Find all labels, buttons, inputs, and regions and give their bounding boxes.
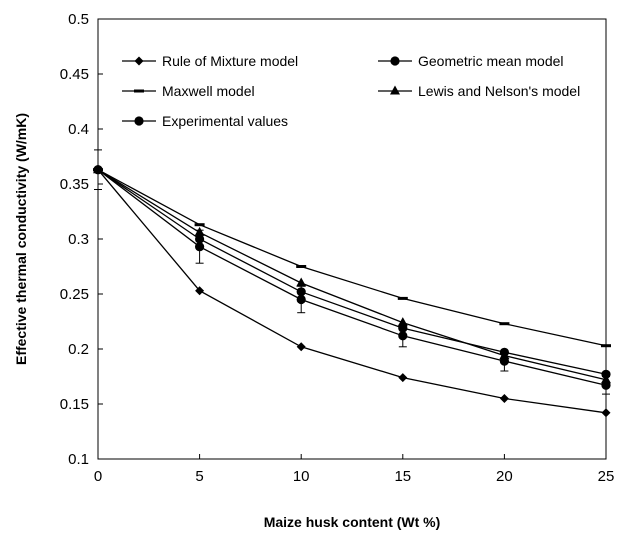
- x-axis-title: Maize husk content (Wt %): [264, 514, 441, 530]
- x-tick-label: 20: [496, 468, 513, 485]
- x-tick-label: 5: [195, 468, 203, 485]
- legend: Rule of Mixture model Geometric mean mode…: [122, 53, 580, 129]
- y-tick-label: 0.45: [60, 66, 89, 83]
- maxwell-model-point: [296, 265, 307, 268]
- legend-item-experimental-values: Experimental values: [122, 113, 288, 129]
- rule-of-mixture-model-point: [398, 373, 408, 383]
- experimental-values-point: [601, 380, 611, 390]
- legend-label: Geometric mean model: [418, 53, 564, 69]
- y-tick-label: 0.35: [60, 176, 89, 193]
- series-rule-of-mixture-model: [93, 165, 611, 418]
- legend-swatch-marker: [390, 56, 400, 66]
- legend-swatch-marker: [134, 116, 144, 126]
- lewis-and-nelson-s-model-point: [397, 317, 408, 327]
- x-tick-label: 10: [293, 468, 310, 485]
- lewis-and-nelson-s-model-line: [97, 169, 607, 381]
- series-experimental-values: [93, 149, 611, 395]
- series-maxwell-model: [93, 168, 611, 348]
- rule-of-mixture-model-point: [601, 408, 611, 418]
- y-axis-ticks: 0.1 0.15 0.2 0.25 0.3 0.35 0.4 0.45 0.5: [60, 11, 103, 468]
- y-tick-label: 0.25: [60, 286, 89, 303]
- maxwell-model-point: [194, 223, 205, 227]
- experimental-values-point: [499, 356, 509, 366]
- x-tick-label: 25: [598, 468, 615, 485]
- series-lewis-and-nelson-s-model: [93, 164, 611, 384]
- series-layer: [93, 149, 611, 418]
- legend-item-rule-of-mixture-model: Rule of Mixture model: [122, 53, 298, 69]
- rule-of-mixture-model-line: [97, 169, 607, 414]
- x-axis-ticks: 0 5 10 15 20 25: [94, 454, 615, 485]
- experimental-values-point: [398, 331, 408, 341]
- series-geometric-mean-model: [93, 165, 611, 379]
- experimental-values-line: [97, 169, 607, 386]
- experimental-values-point: [296, 294, 306, 305]
- y-tick-label: 0.2: [68, 341, 89, 358]
- y-tick-label: 0.15: [60, 396, 89, 413]
- lewis-and-nelson-s-model-point: [296, 277, 307, 287]
- legend-swatch-marker: [134, 56, 144, 66]
- y-axis-title: Effective thermal conductivity (W/mK): [13, 113, 29, 365]
- legend-label: Maxwell model: [162, 83, 255, 99]
- experimental-values-point: [93, 165, 103, 175]
- rule-of-mixture-model-point: [195, 286, 205, 296]
- legend-swatch-marker: [390, 85, 400, 95]
- legend-label: Rule of Mixture model: [162, 53, 298, 69]
- x-tick-label: 15: [394, 468, 411, 485]
- geometric-mean-model-line: [97, 169, 607, 375]
- legend-item-geometric-mean-model: Geometric mean model: [378, 53, 564, 69]
- y-tick-label: 0.3: [68, 231, 89, 248]
- legend-label: Lewis and Nelson's model: [418, 83, 580, 99]
- x-tick-label: 0: [94, 468, 102, 485]
- maxwell-model-line: [97, 169, 607, 347]
- legend-item-lewis-and-nelson-s-model: Lewis and Nelson's model: [378, 83, 580, 99]
- experimental-values-point: [195, 242, 205, 252]
- maxwell-model-point: [601, 344, 611, 348]
- maxwell-model-point: [499, 322, 510, 326]
- rule-of-mixture-model-point: [499, 394, 509, 403]
- legend-label: Experimental values: [162, 113, 288, 129]
- legend-swatch-marker: [134, 89, 144, 93]
- maxwell-model-point: [397, 296, 408, 300]
- legend-item-maxwell-model: Maxwell model: [122, 83, 255, 99]
- y-tick-label: 0.1: [68, 451, 89, 468]
- y-tick-label: 0.4: [68, 121, 89, 138]
- rule-of-mixture-model-point: [296, 342, 306, 352]
- y-tick-label: 0.5: [68, 11, 89, 28]
